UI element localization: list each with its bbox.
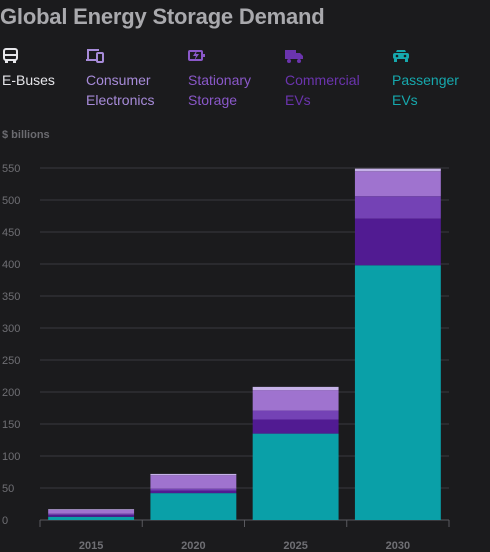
y-tick-label-200: 200 bbox=[2, 387, 20, 399]
bar-commercial-evs-2020[interactable] bbox=[150, 490, 237, 494]
y-tick-label-400: 400 bbox=[2, 259, 20, 271]
y-tick-label-250: 250 bbox=[2, 355, 20, 367]
y-axis-label: $ billions bbox=[2, 129, 50, 141]
y-tick-label-350: 350 bbox=[2, 291, 20, 303]
legend-label-commercial-evs: Commercial EVs bbox=[285, 72, 360, 108]
truck-icon bbox=[285, 50, 303, 63]
bar-consumer-electronics-2020[interactable] bbox=[150, 475, 237, 489]
x-tick-label-2025: 2025 bbox=[283, 540, 307, 552]
y-tick-label-100: 100 bbox=[2, 451, 20, 463]
bar-commercial-evs-2025[interactable] bbox=[252, 419, 339, 434]
bar-e-buses-2025[interactable] bbox=[252, 386, 339, 391]
legend-label-e-buses: E-Buses bbox=[2, 72, 55, 88]
bar-commercial-evs-2015[interactable] bbox=[48, 514, 135, 517]
legend-item-passenger-evs[interactable]: Passenger EVs bbox=[392, 48, 459, 110]
bar-passenger-evs-2015[interactable] bbox=[48, 516, 135, 520]
y-tick-label-450: 450 bbox=[2, 227, 20, 239]
legend-item-e-buses[interactable]: E-Buses bbox=[2, 48, 55, 90]
bar-passenger-evs-2030[interactable] bbox=[354, 265, 441, 520]
legend-label-passenger-evs: Passenger EVs bbox=[392, 72, 459, 108]
devices-icon bbox=[86, 49, 104, 63]
legend-item-stationary-storage[interactable]: Stationary Storage bbox=[188, 48, 251, 110]
legend-item-commercial-evs[interactable]: Commercial EVs bbox=[285, 48, 360, 110]
bar-e-buses-2015[interactable] bbox=[48, 509, 135, 510]
bar-stationary-storage-2020[interactable] bbox=[150, 488, 237, 491]
legend-label-stationary-storage: Stationary Storage bbox=[188, 72, 252, 108]
x-tick-label-2020: 2020 bbox=[181, 540, 205, 552]
bar-commercial-evs-2030[interactable] bbox=[354, 218, 441, 266]
bar-stationary-storage-2015[interactable] bbox=[48, 513, 135, 515]
legend: E-Buses Consumer Electronics Stationary … bbox=[0, 48, 490, 118]
bar-e-buses-2020[interactable] bbox=[150, 473, 237, 476]
y-tick-label-150: 150 bbox=[2, 419, 20, 431]
car-icon bbox=[393, 50, 409, 62]
y-tick-label-500: 500 bbox=[2, 195, 20, 207]
bus-icon bbox=[3, 48, 18, 63]
bar-stationary-storage-2025[interactable] bbox=[252, 410, 339, 420]
legend-item-consumer-electronics[interactable]: Consumer Electronics bbox=[86, 48, 154, 110]
bar-e-buses-2030[interactable] bbox=[354, 168, 441, 172]
bar-stationary-storage-2030[interactable] bbox=[354, 196, 441, 219]
bar-consumer-electronics-2030[interactable] bbox=[354, 171, 441, 197]
bar-passenger-evs-2025[interactable] bbox=[252, 433, 339, 520]
battery-charging-icon bbox=[188, 50, 205, 61]
bar-consumer-electronics-2015[interactable] bbox=[48, 509, 135, 514]
y-tick-label-50: 50 bbox=[2, 483, 14, 495]
x-tick-label-2015: 2015 bbox=[79, 540, 103, 552]
bar-consumer-electronics-2025[interactable] bbox=[252, 390, 339, 411]
y-tick-label-300: 300 bbox=[2, 323, 20, 335]
legend-label-consumer-electronics: Consumer Electronics bbox=[86, 72, 155, 108]
y-tick-label-0: 0 bbox=[2, 515, 8, 527]
y-tick-label-550: 550 bbox=[2, 163, 20, 175]
x-tick-label-2030: 2030 bbox=[386, 540, 410, 552]
bar-passenger-evs-2020[interactable] bbox=[150, 493, 237, 520]
chart-title: Global Energy Storage Demand bbox=[0, 4, 325, 29]
